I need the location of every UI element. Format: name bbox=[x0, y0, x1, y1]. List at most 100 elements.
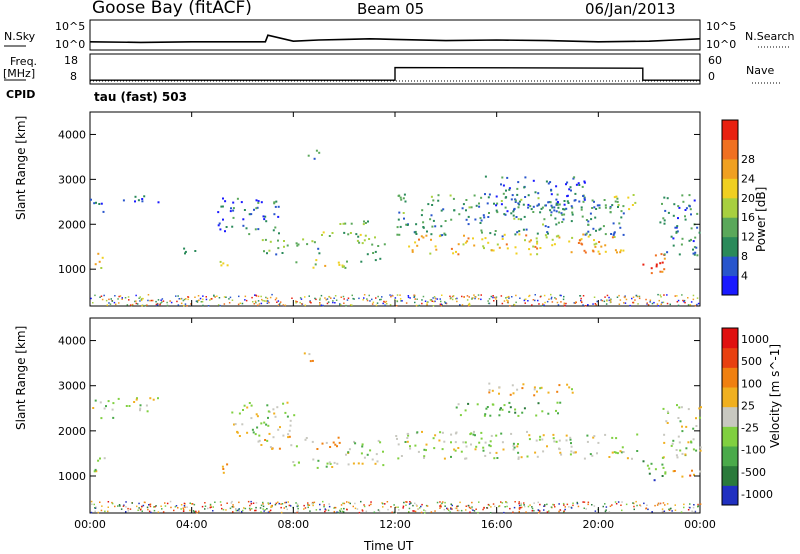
velocity-cell bbox=[416, 505, 418, 507]
velocity-region-14 bbox=[661, 404, 702, 459]
velocity-cell bbox=[336, 462, 339, 465]
velocity-cell bbox=[472, 509, 474, 511]
power-cell bbox=[284, 304, 287, 307]
velocity-cell bbox=[611, 436, 614, 439]
power-cell bbox=[251, 296, 253, 299]
velocity-cell bbox=[482, 446, 485, 449]
power-region-14 bbox=[613, 194, 637, 211]
power-cell bbox=[514, 201, 517, 203]
power-cell bbox=[571, 206, 574, 209]
velocity-cell bbox=[500, 432, 503, 435]
power-cell bbox=[226, 264, 229, 267]
velocity-cell bbox=[658, 503, 661, 505]
power-cell bbox=[352, 297, 354, 300]
power-cell bbox=[464, 241, 467, 244]
power-cell bbox=[516, 231, 519, 234]
power-cell bbox=[622, 212, 625, 215]
velocity-cell bbox=[293, 464, 296, 467]
power-cell bbox=[219, 304, 221, 307]
power-cell bbox=[437, 199, 440, 202]
velocity-cell bbox=[697, 503, 699, 506]
power-cell bbox=[479, 222, 482, 224]
power-cell bbox=[580, 299, 582, 302]
power-cell bbox=[518, 233, 521, 236]
power-cell bbox=[550, 193, 553, 196]
velocity-cell bbox=[672, 439, 675, 442]
power-colorbar-tick-label: 20 bbox=[741, 192, 755, 205]
cpid-value: tau (fast) 503 bbox=[94, 90, 187, 104]
power-cell bbox=[155, 300, 157, 303]
power-cell bbox=[487, 196, 490, 199]
power-cell bbox=[311, 240, 314, 243]
power-cell bbox=[548, 298, 550, 300]
power-cell bbox=[505, 297, 507, 299]
velocity-cell bbox=[491, 389, 494, 392]
power-cell bbox=[583, 249, 586, 252]
power-cell bbox=[511, 194, 514, 197]
power-near-range bbox=[90, 293, 700, 307]
velocity-cell bbox=[465, 509, 467, 511]
power-cell bbox=[342, 222, 345, 225]
power-cell bbox=[506, 296, 509, 298]
power-cell bbox=[583, 180, 586, 183]
power-cell bbox=[273, 213, 276, 216]
velocity-cell bbox=[298, 461, 300, 464]
velocity-cell bbox=[94, 507, 96, 509]
power-cell bbox=[591, 207, 594, 209]
power-cell bbox=[196, 300, 198, 302]
velocity-cell bbox=[354, 507, 357, 510]
xtick-label: 16:00 bbox=[481, 518, 513, 531]
power-cell bbox=[374, 250, 377, 253]
date-title: 06/Jan/2013 bbox=[585, 0, 676, 18]
power-colorbar-tick-label: 24 bbox=[741, 172, 755, 185]
velocity-cell bbox=[325, 465, 328, 468]
power-cell bbox=[555, 203, 558, 206]
velocity-cell bbox=[488, 382, 491, 385]
velocity-cell bbox=[263, 421, 266, 424]
velocity-cell bbox=[552, 437, 555, 440]
power-cell bbox=[131, 303, 134, 306]
velocity-cell bbox=[192, 510, 195, 512]
power-cell bbox=[156, 304, 159, 306]
velocity-cell bbox=[348, 501, 350, 504]
power-cell bbox=[546, 300, 549, 303]
velocity-cell bbox=[443, 508, 446, 511]
power-cell bbox=[456, 297, 458, 300]
velocity-cell bbox=[440, 505, 442, 508]
velocity-cell bbox=[523, 502, 525, 504]
power-cell bbox=[522, 228, 525, 231]
power-cell bbox=[315, 298, 317, 301]
power-cell bbox=[620, 216, 623, 219]
power-cell bbox=[619, 226, 622, 229]
power-cell bbox=[350, 222, 353, 225]
power-ytick-label: 3000 bbox=[58, 173, 86, 186]
velocity-cell bbox=[111, 408, 114, 411]
velocity-cell bbox=[432, 437, 435, 440]
velocity-cell bbox=[480, 431, 483, 434]
power-cell bbox=[483, 247, 485, 250]
velocity-cell bbox=[512, 442, 515, 445]
velocity-cell bbox=[164, 502, 166, 504]
power-cell bbox=[334, 295, 337, 297]
power-cell bbox=[560, 212, 563, 215]
power-cell bbox=[295, 300, 297, 302]
velocity-cell bbox=[425, 504, 428, 507]
power-cell bbox=[689, 208, 692, 211]
velocity-cell bbox=[547, 412, 550, 415]
velocity-cell bbox=[319, 508, 321, 511]
velocity-cell bbox=[193, 511, 196, 513]
power-cell bbox=[414, 294, 416, 297]
power-cell bbox=[257, 228, 260, 231]
power-cell bbox=[609, 207, 612, 210]
power-cell bbox=[524, 239, 526, 242]
power-cell bbox=[550, 211, 553, 214]
velocity-cell bbox=[675, 454, 678, 457]
power-cell bbox=[351, 294, 353, 297]
velocity-cell bbox=[322, 500, 324, 503]
velocity-cell bbox=[670, 507, 672, 510]
power-cell bbox=[651, 302, 654, 305]
power-cell bbox=[254, 294, 256, 296]
velocity-cell bbox=[409, 501, 411, 503]
power-region-16 bbox=[659, 194, 701, 257]
velocity-cell bbox=[487, 503, 490, 506]
